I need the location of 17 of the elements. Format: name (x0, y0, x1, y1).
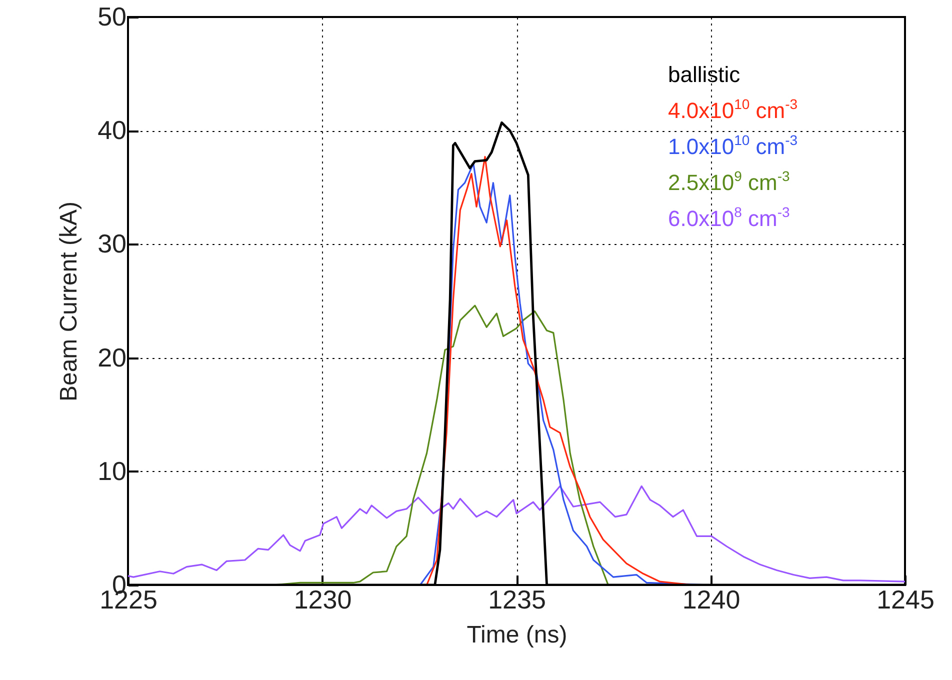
x-tick-label: 1235 (488, 584, 546, 614)
y-tick-label: 20 (98, 342, 126, 372)
x-tick-label: 1240 (682, 584, 740, 614)
text: ballistic (668, 61, 742, 89)
text: 1.0x10$^{10}$ cm$^{-3}$ (668, 131, 798, 161)
x-axis-title: Time (ns) (466, 622, 568, 648)
text: 6.0x10$^{8}$ cm$^{-3}$ (668, 203, 791, 233)
y-tick-label: 40 (98, 115, 126, 146)
text: 2.5x10$^{9}$ cm$^{-3}$ (668, 167, 791, 197)
x-tick-label: 1230 (294, 584, 352, 614)
y-tick-label: 50 (98, 2, 126, 32)
y-tick-label: 10 (98, 456, 126, 486)
x-tick-label: 1245 (876, 584, 934, 614)
y-tick-label: 30 (98, 228, 126, 259)
y-axis-title: Beam Current (kA) (56, 201, 83, 402)
text: 4.0x10$^{10}$ cm$^{-3}$ (668, 95, 798, 125)
line-series (128, 485, 905, 582)
